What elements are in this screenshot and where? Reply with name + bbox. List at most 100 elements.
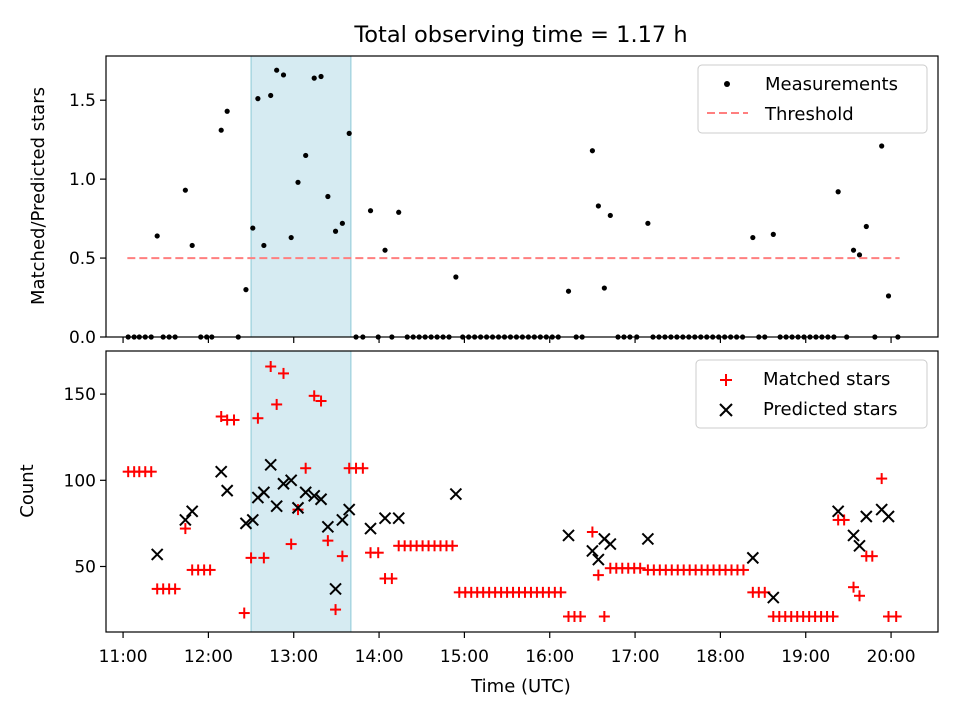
predicted-star-point <box>882 510 895 523</box>
x-tick-label: 15:00 <box>440 647 489 667</box>
measurement-point <box>750 234 756 241</box>
matched-star-point <box>215 411 227 423</box>
measurement-point <box>332 228 339 234</box>
predicted-star-point <box>239 517 253 530</box>
measurement-point <box>339 220 345 226</box>
time-x-axis: 11:00 12:00 13:00 14:00 15:00 16:00 17:00 18:00… <box>99 632 916 667</box>
measurement-point <box>453 274 459 280</box>
y-tick-label: 150 <box>64 385 96 405</box>
matched-star-point <box>372 547 384 559</box>
measurement-point <box>218 127 224 133</box>
measurement-point <box>396 209 402 215</box>
x-tick-label: 18:00 <box>696 647 745 667</box>
shaded-span <box>250 55 352 338</box>
measurement-point <box>850 247 857 253</box>
matched-star-point <box>322 535 334 547</box>
ratio-legend: Measurements Threshold <box>697 64 928 134</box>
predicted-star-point <box>314 493 328 506</box>
matched-star-point <box>827 610 839 622</box>
ratio-y-axis-label: Matched/Predicted stars <box>28 87 49 305</box>
legend-matched-label: Matched stars <box>763 369 890 390</box>
matched-star-point <box>848 581 860 593</box>
measurement-point <box>835 189 841 195</box>
ratio-panel: 0.0 0.5 1.0 1.5 Matched/Predicted stars Mea… <box>28 55 939 348</box>
matched-star-point <box>586 526 598 538</box>
measurement-point <box>601 285 607 291</box>
measurement-point <box>346 130 352 136</box>
predicted-star-point <box>277 477 290 490</box>
measurement-point <box>250 225 256 231</box>
predicted-star-point <box>246 513 259 527</box>
matched-star-point <box>228 414 240 426</box>
matched-star-point <box>876 473 888 485</box>
measurement-point <box>280 72 287 78</box>
predicted-star-point <box>586 544 599 558</box>
ratio-x-ticks <box>122 337 892 343</box>
count-y-axis-label: Count <box>17 464 38 517</box>
matched-star-point <box>238 607 250 619</box>
measurement-point <box>382 247 388 253</box>
measurement-point <box>318 73 324 80</box>
x-tick-label: 14:00 <box>355 647 404 667</box>
count-plot-frame <box>105 350 939 633</box>
predicted-star-point <box>264 458 277 471</box>
matched-star-point <box>271 398 283 410</box>
matched-star-point <box>300 462 312 474</box>
predicted-star-point <box>150 548 164 561</box>
x-axis-label: Time (UTC) <box>470 676 571 697</box>
predicted-star-point <box>342 503 356 516</box>
observing-window-shade <box>250 350 352 633</box>
y-tick-label: 1.5 <box>69 91 96 111</box>
predicted-star-point <box>641 532 655 546</box>
x-tick-label: 11:00 <box>99 647 148 667</box>
legend-threshold-label: Threshold <box>764 104 854 125</box>
y-tick-label: 50 <box>74 557 96 577</box>
predicted-star-point <box>179 513 192 527</box>
measurement-point <box>274 67 280 73</box>
x-tick-label: 12:00 <box>184 647 233 667</box>
measurement-point <box>770 231 776 237</box>
predicted-star-point <box>860 510 873 523</box>
observing-window-shade <box>250 55 352 338</box>
matched-star-point <box>592 569 604 581</box>
measurement-point <box>595 203 601 209</box>
measurement-point <box>255 96 261 102</box>
x-tick-label: 17:00 <box>611 647 660 667</box>
matched-star-point <box>574 610 586 622</box>
predicted-star-point <box>604 537 617 551</box>
measurement-point <box>268 92 274 99</box>
shaded-span <box>250 350 352 633</box>
x-tick-label: 20:00 <box>867 647 916 667</box>
matched-star-point <box>308 390 320 402</box>
predicted-star-point <box>336 513 349 527</box>
matched-star-point <box>598 610 610 622</box>
predicted-star-point <box>185 505 199 518</box>
matched-star-point <box>252 412 264 424</box>
legend-matched-marker <box>720 374 732 386</box>
predicted-star-point <box>308 489 321 503</box>
matched-star-point <box>292 504 304 516</box>
predicted-star-point <box>449 487 463 501</box>
measurement-point <box>288 234 294 241</box>
measurement-point <box>295 179 301 185</box>
ratio-plot-frame <box>105 55 939 338</box>
y-tick-label: 1.0 <box>69 170 96 190</box>
count-legend-box <box>695 359 928 429</box>
matched-star-point <box>145 466 157 478</box>
matched-star-point <box>277 367 289 379</box>
legend-measurements-marker <box>724 81 730 87</box>
matched-star-point <box>386 573 398 585</box>
ratio-legend-box <box>697 64 928 134</box>
matched-star-point <box>330 604 342 616</box>
y-tick-label: 0.0 <box>69 328 96 348</box>
legend-measurements-label: Measurements <box>765 74 898 95</box>
y-tick-label: 0.5 <box>69 249 96 269</box>
matched-star-point <box>179 523 191 535</box>
legend-predicted-label: Predicted stars <box>763 399 897 420</box>
matched-star-point <box>258 552 270 564</box>
matched-star-point <box>169 583 181 595</box>
count-y-axis: 50 100 150 <box>64 385 106 577</box>
matched-star-point <box>285 538 297 550</box>
